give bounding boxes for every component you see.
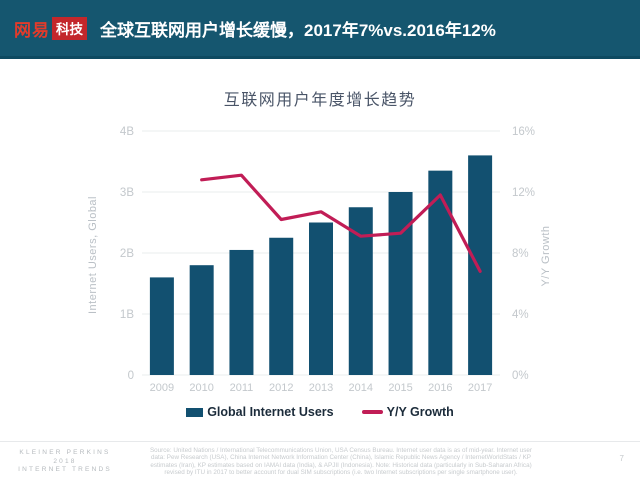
left-axis-tick-label: 0 bbox=[128, 370, 134, 382]
right-axis-tick-label: 8% bbox=[512, 248, 529, 260]
right-axis-tick-label: 12% bbox=[512, 187, 535, 199]
x-axis-tick-label: 2009 bbox=[150, 382, 174, 394]
left-axis-title: Internet Users, Global bbox=[87, 196, 99, 314]
legend-line-swatch bbox=[361, 410, 383, 414]
page-number: 7 bbox=[619, 454, 624, 463]
netease-tech-logo: 网易 科技 bbox=[14, 16, 87, 41]
legend-line-label: Y/Y Growth bbox=[386, 405, 454, 419]
bar-2013 bbox=[309, 222, 333, 375]
source-line: estimates (Iran), KP estimates based on … bbox=[150, 461, 532, 469]
growth-line bbox=[200, 173, 482, 273]
x-axis-tick-label: 2011 bbox=[230, 382, 254, 394]
bar-2010 bbox=[189, 265, 214, 375]
right-axis-tick-label: 16% bbox=[512, 126, 535, 138]
brand-line: INTERNET TRENDS bbox=[18, 466, 112, 473]
legend-item-bars: Global Internet Users bbox=[186, 405, 334, 419]
right-axis-tick-label: 0% bbox=[512, 370, 529, 382]
x-axis-tick-label: 2010 bbox=[189, 382, 213, 394]
legend-bar-label: Global Internet Users bbox=[207, 405, 334, 419]
source-line: data: Pew Research (USA), China Internet… bbox=[151, 454, 531, 462]
right-axis-title: Y/Y Growth bbox=[540, 225, 552, 286]
bar-2017 bbox=[468, 155, 493, 375]
internet-users-growth-chart: 0 0% 1B 4% 2B 8% 3B 12% 4B 16% Internet Users, Glo… bbox=[87, 126, 552, 394]
source-note: Source: United Nations / International T… bbox=[120, 447, 562, 477]
source-line: Source: United Nations / International T… bbox=[149, 447, 533, 454]
legend-item-line: Y/Y Growth bbox=[361, 405, 454, 419]
legend-bar-swatch bbox=[186, 407, 204, 417]
left-axis-tick-label: 2B bbox=[120, 248, 134, 260]
x-axis-tick-label: 2015 bbox=[388, 382, 412, 394]
bar-2011 bbox=[229, 249, 254, 375]
x-axis-tick-label: 2012 bbox=[269, 382, 293, 394]
slide-headline: 全球互联网用户增长缓慢，2017年7%vs.2016年12% bbox=[100, 20, 496, 40]
source-line: revised by ITU in 2017 to better account… bbox=[164, 469, 518, 477]
left-axis-tick-label: 3B bbox=[120, 187, 134, 199]
header: 网易 科技 全球互联网用户增长缓慢，2017年7%vs.2016年12% bbox=[0, 0, 640, 59]
x-axis-tick-label: 2014 bbox=[349, 382, 373, 394]
bar-2015 bbox=[388, 192, 413, 375]
kleiner-perkins-brand: KLEINER PERKINS 2018 INTERNET TRENDS bbox=[10, 449, 120, 475]
chart-legend: Global Internet Users Y/Y Growth bbox=[0, 405, 640, 419]
left-axis-tick-label: 1B bbox=[120, 309, 134, 321]
right-axis-tick-label: 4% bbox=[512, 309, 529, 321]
x-axis-tick-label: 2017 bbox=[468, 382, 492, 394]
bar-2009 bbox=[149, 277, 174, 375]
left-axis-tick-label: 4B bbox=[120, 126, 134, 138]
logo-badge: 科技 bbox=[52, 16, 87, 40]
logo-text: 网易 bbox=[14, 20, 50, 40]
brand-line: 2018 bbox=[53, 457, 77, 465]
footer-divider bbox=[0, 441, 640, 442]
bar-2012 bbox=[269, 237, 294, 375]
x-axis-tick-label: 2013 bbox=[309, 382, 333, 394]
brand-line: KLEINER PERKINS bbox=[19, 449, 111, 456]
chart-title: 互联网用户年度增长趋势 bbox=[223, 92, 417, 109]
x-axis-tick-label: 2016 bbox=[428, 382, 452, 394]
